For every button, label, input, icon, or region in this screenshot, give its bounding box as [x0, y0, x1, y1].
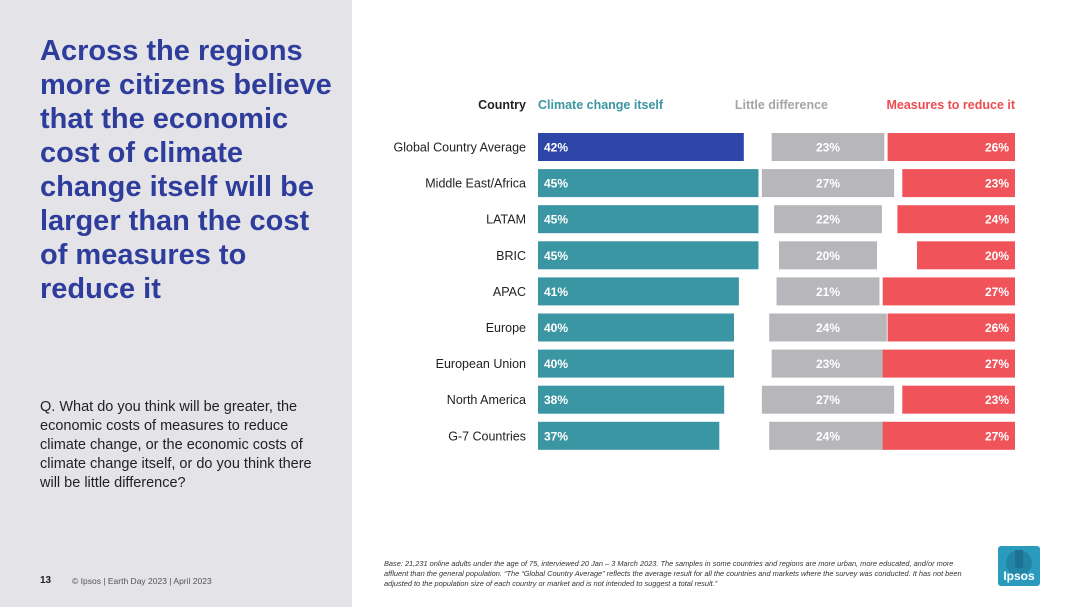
- data-label-measures: 20%: [985, 249, 1009, 263]
- base-note: Base: 21,231 online adults under the age…: [384, 559, 962, 589]
- data-label-measures: 27%: [985, 429, 1009, 443]
- category-label: APAC: [493, 285, 526, 299]
- bar-climate: [538, 205, 759, 234]
- data-label-climate: 40%: [544, 357, 568, 371]
- bar-climate: [538, 277, 739, 306]
- column-header-country: Country: [478, 98, 526, 112]
- bar-climate: [538, 385, 725, 414]
- bar-measures: [917, 241, 1015, 270]
- bar-measures: [902, 385, 1015, 414]
- page-number: 13: [40, 575, 52, 586]
- data-label-climate: 45%: [544, 249, 568, 263]
- data-label-measures: 27%: [985, 357, 1009, 371]
- data-label-little: 27%: [816, 393, 840, 407]
- bar-measures: [882, 421, 1015, 450]
- data-label-climate: 42%: [544, 141, 568, 155]
- bar-climate: [538, 421, 720, 450]
- data-label-measures: 26%: [985, 321, 1009, 335]
- data-label-little: 23%: [816, 357, 840, 371]
- chart-area: Country Climate change itself Little diffe…: [352, 0, 1080, 607]
- footer-credit: © Ipsos | Earth Day 2023 | April 2023: [72, 576, 212, 586]
- data-label-climate: 40%: [544, 321, 568, 335]
- data-label-climate: 38%: [544, 393, 568, 407]
- bar-little: [769, 421, 887, 450]
- category-label: North America: [447, 393, 526, 407]
- category-label: Global Country Average: [394, 141, 527, 155]
- logo-swoosh: [1015, 550, 1023, 568]
- bar-climate: [538, 313, 734, 342]
- data-label-measures: 23%: [985, 177, 1009, 191]
- category-label: BRIC: [496, 249, 526, 263]
- bar-climate: [538, 169, 759, 198]
- bar-chart: Country Climate change itself Little diffe…: [394, 98, 1016, 450]
- bar-measures: [887, 313, 1015, 342]
- logo-text: Ipsos: [1003, 569, 1035, 583]
- bar-little: [769, 313, 887, 342]
- data-label-climate: 37%: [544, 429, 568, 443]
- bar-little: [779, 241, 877, 270]
- data-label-little: 27%: [816, 177, 840, 191]
- bar-climate: [538, 133, 744, 161]
- category-label: LATAM: [486, 213, 526, 227]
- data-label-climate: 41%: [544, 285, 568, 299]
- bar-little: [771, 349, 885, 378]
- left-panel: Across the regions more citizens believe…: [0, 0, 352, 607]
- bar-measures: [902, 169, 1015, 198]
- data-label-little: 24%: [816, 429, 840, 443]
- data-label-little: 22%: [816, 213, 840, 227]
- bar-climate: [538, 349, 734, 378]
- column-header-climate: Climate change itself: [538, 98, 664, 112]
- data-label-measures: 27%: [985, 285, 1009, 299]
- bar-measures: [882, 349, 1015, 378]
- data-label-little: 21%: [816, 285, 840, 299]
- category-label: Middle East/Africa: [425, 177, 526, 191]
- data-label-little: 20%: [816, 249, 840, 263]
- data-label-little: 24%: [816, 321, 840, 335]
- ipsos-logo: Ipsos: [998, 546, 1040, 586]
- category-label: G-7 Countries: [448, 429, 526, 443]
- category-label: Europe: [486, 321, 526, 335]
- bar-climate: [538, 241, 759, 270]
- bar-little: [774, 205, 882, 234]
- data-label-little: 23%: [816, 141, 840, 155]
- data-label-climate: 45%: [544, 213, 568, 227]
- bar-measures: [887, 133, 1015, 161]
- bar-little: [761, 169, 895, 198]
- bar-little: [776, 277, 880, 306]
- category-label: European Union: [436, 357, 526, 371]
- data-label-measures: 23%: [985, 393, 1009, 407]
- page-title: Across the regions more citizens believe…: [40, 35, 332, 305]
- column-header-little: Little difference: [735, 98, 828, 112]
- bar-little: [771, 133, 885, 161]
- column-header-measures: Measures to reduce it: [886, 98, 1015, 112]
- bar-little: [761, 385, 895, 414]
- data-label-climate: 45%: [544, 177, 568, 191]
- bar-measures: [897, 205, 1015, 234]
- bar-measures: [882, 277, 1015, 306]
- data-label-measures: 24%: [985, 213, 1009, 227]
- survey-question: Q. What do you think will be greater, th…: [40, 399, 312, 491]
- data-label-measures: 26%: [985, 141, 1009, 155]
